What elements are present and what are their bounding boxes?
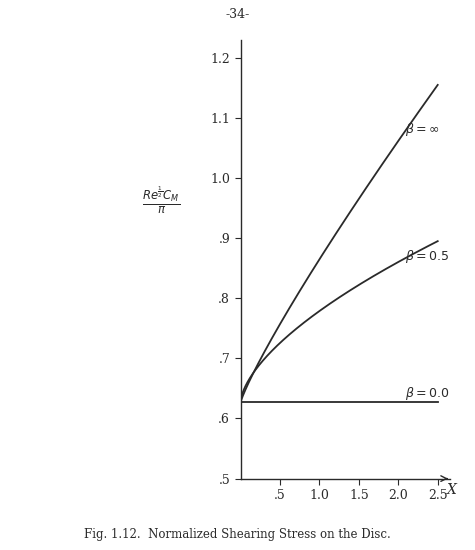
Text: Fig. 1.12.  Normalized Shearing Stress on the Disc.: Fig. 1.12. Normalized Shearing Stress on… (84, 528, 391, 541)
Text: $\frac{Re^{\frac{1}{2}}C_M}{\pi}$: $\frac{Re^{\frac{1}{2}}C_M}{\pi}$ (142, 184, 180, 216)
Text: $\beta = \infty$: $\beta = \infty$ (405, 121, 439, 138)
Text: X: X (447, 483, 457, 497)
Text: $\beta = 0.5$: $\beta = 0.5$ (405, 249, 449, 265)
Text: -34-: -34- (225, 8, 250, 21)
Text: $\beta = 0.0$: $\beta = 0.0$ (405, 385, 449, 402)
